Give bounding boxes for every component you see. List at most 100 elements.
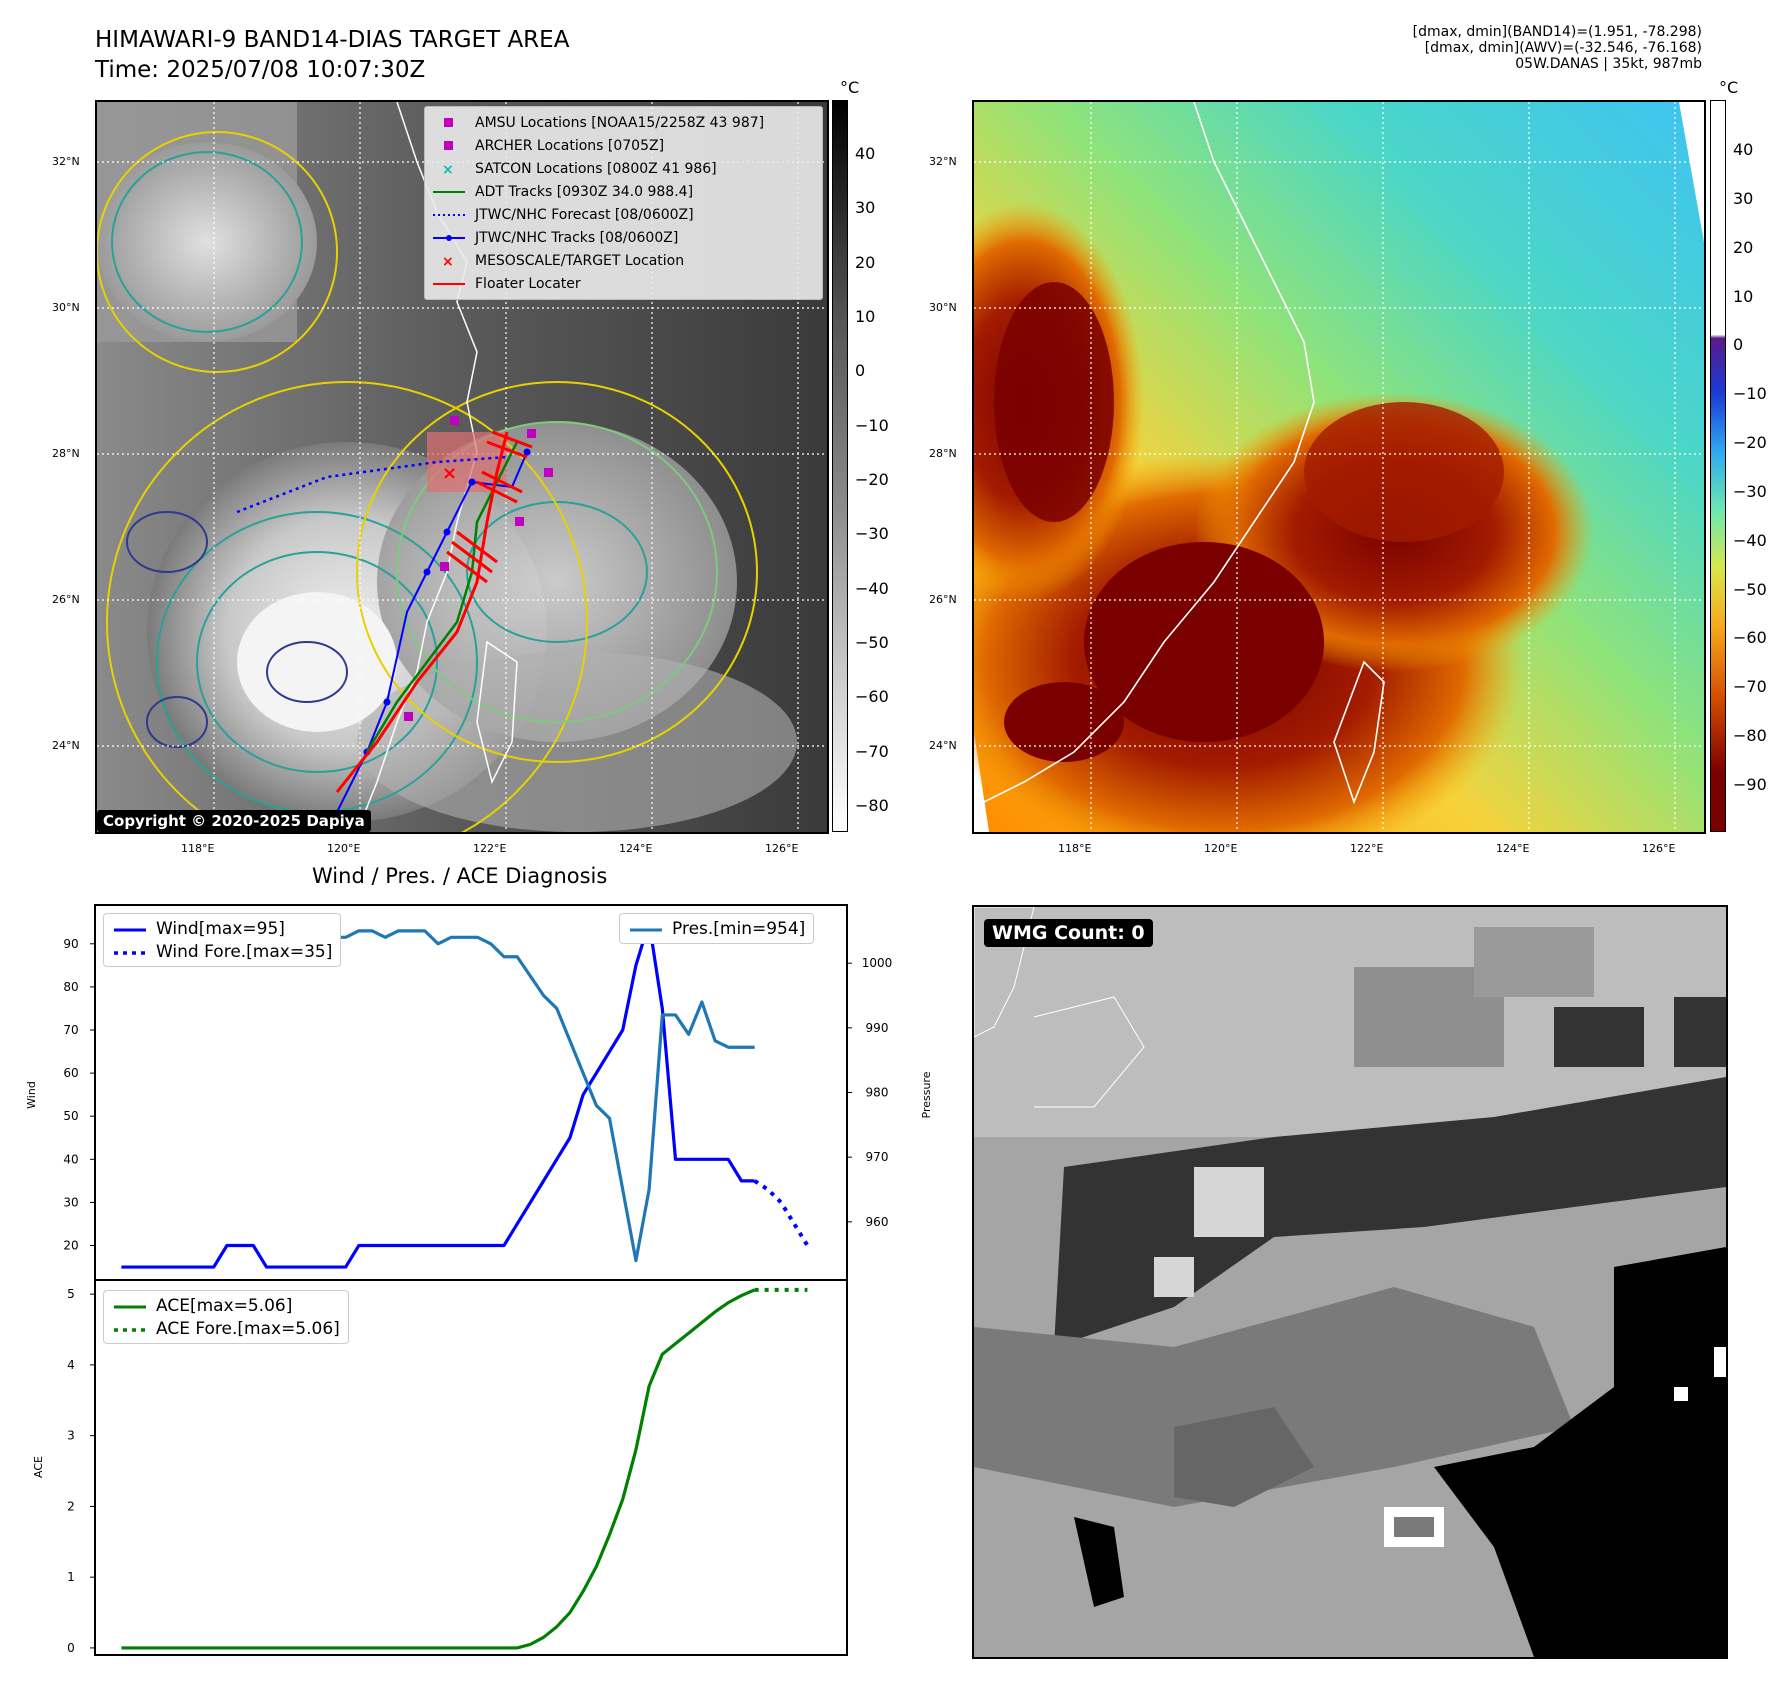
wind-ytick-label: 70: [63, 1023, 78, 1037]
lon-label-126: 126°E: [765, 842, 799, 855]
ace-legend: ACE[max=5.06] ACE Fore.[max=5.06]: [103, 1290, 349, 1344]
colorbar-left-tick: −40: [855, 578, 889, 598]
svg-text:×: ×: [442, 463, 457, 484]
ir-legend-label: Floater Locater: [475, 275, 581, 292]
colorbar-right-tick: −40: [1733, 530, 1767, 550]
awv-lon-label-124: 124°E: [1496, 842, 1530, 855]
ace-ytick-label: 4: [67, 1358, 75, 1372]
ir-legend-item: × SATCON Locations [0800Z 41 986]: [431, 157, 816, 180]
pressure-ytick-label: 970: [866, 1150, 889, 1164]
ace-axes-frame: [94, 1279, 848, 1656]
colorbar-right-tick: −90: [1733, 775, 1767, 794]
awv-map-panel: [972, 100, 1706, 834]
legend-symbol-icon: [431, 277, 467, 291]
colorbar-left-tick: 0: [855, 361, 866, 381]
colorbar-right-tick: −20: [1733, 433, 1767, 453]
ace-ytick-label: 3: [67, 1429, 75, 1443]
legend-symbol-icon: [431, 139, 467, 153]
colorbar-left-unit: °C: [840, 78, 860, 97]
ir-legend-label: ARCHER Locations [0705Z]: [475, 137, 665, 154]
ir-legend-label: JTWC/NHC Tracks [08/0600Z]: [475, 229, 679, 246]
lat-label-24: 24°N: [52, 739, 80, 752]
wind-forecast-legend-label: Wind Fore.[max=35]: [156, 941, 333, 962]
ir-legend-item: × MESOSCALE/TARGET Location: [431, 249, 816, 272]
wind-ytick-label: 50: [63, 1109, 78, 1123]
lat-label-26: 26°N: [52, 593, 80, 606]
ace-axis-label: ACE: [32, 1456, 45, 1478]
pressure-ytick-label: 960: [866, 1215, 889, 1229]
colorbar-right-tick: 40: [1733, 140, 1754, 159]
colorbar-left-tick: −20: [855, 470, 889, 489]
ace-series-line: [121, 1288, 756, 1650]
lon-label-118: 118°E: [181, 842, 215, 855]
colorbar-left-tick: 20: [855, 252, 876, 272]
awv-lat-label-28: 28°N: [929, 447, 957, 460]
wind-axis-label: Wind: [25, 1081, 38, 1109]
lon-label-124: 124°E: [619, 842, 653, 855]
colorbar-left-tick: −70: [855, 741, 889, 761]
legend-symbol-icon: ×: [431, 254, 467, 270]
legend-symbol-icon: [431, 208, 467, 222]
pressure-legend: Pres.[min=954]: [619, 913, 815, 944]
colorbar-left-tick: −10: [855, 415, 889, 435]
colorbar-left-tick: −60: [855, 687, 889, 707]
colorbar-right-tick: −60: [1733, 628, 1767, 648]
awv-lon-label-118: 118°E: [1058, 842, 1092, 855]
wind-ytick-label: 90: [63, 937, 78, 951]
awv-lon-label-126: 126°E: [1642, 842, 1676, 855]
wmg-panel: WMG Count: 0: [972, 905, 1728, 1659]
svg-text:×: ×: [442, 254, 454, 268]
colorbar-right-tick: −80: [1733, 726, 1767, 746]
lat-label-28: 28°N: [52, 447, 80, 460]
ir-legend-label: JTWC/NHC Forecast [08/0600Z]: [475, 206, 694, 223]
lon-label-122: 122°E: [473, 842, 507, 855]
ir-legend-label: SATCON Locations [0800Z 41 986]: [475, 160, 717, 177]
pressure-series-line: [121, 922, 755, 1263]
awv-map-image: [974, 102, 1704, 832]
colorbar-left-tick: −80: [855, 796, 889, 815]
wind-legend-label: Wind[max=95]: [156, 918, 285, 939]
ir-legend-label: AMSU Locations [NOAA15/2258Z 43 987]: [475, 114, 765, 131]
wind-ytick-label: 30: [63, 1195, 78, 1209]
awv-lat-label-32: 32°N: [929, 155, 957, 168]
wind-ytick-label: 20: [63, 1239, 78, 1253]
ace-ytick-label: 2: [67, 1499, 75, 1513]
ace-ytick-label: 5: [67, 1287, 75, 1301]
diagnosis-chart: Wind Pressure ACE 2030405060708090960970…: [25, 904, 930, 1656]
copyright-badge: Copyright © 2020-2025 Dapiya: [97, 810, 371, 832]
lat-label-30: 30°N: [52, 301, 80, 314]
wmg-image: [974, 907, 1726, 1657]
colorbar-right-tick: 10: [1733, 286, 1754, 306]
wind-ytick-label: 80: [63, 980, 78, 994]
colorbar-left-tick: 10: [855, 307, 876, 326]
colorbar-right-tick: −10: [1733, 384, 1767, 404]
colorbar-left-tick: −50: [855, 633, 889, 652]
legend-symbol-icon: [431, 185, 467, 199]
chart-subtitle-time: Time: 2025/07/08 10:07:30Z: [95, 57, 426, 83]
awv-lon-label-120: 120°E: [1204, 842, 1238, 855]
ir-map-legend: AMSU Locations [NOAA15/2258Z 43 987] ARCH…: [424, 106, 823, 300]
lat-label-32: 32°N: [52, 155, 80, 168]
info-band14: [dmax, dmin](BAND14)=(1.951, -78.298): [1412, 24, 1702, 40]
ace-forecast-legend-label: ACE Fore.[max=5.06]: [156, 1318, 340, 1339]
info-storm: 05W.DANAS | 35kt, 987mb: [1515, 56, 1702, 72]
ace-legend-label: ACE[max=5.06]: [156, 1295, 293, 1316]
colorbar-right-tick: −70: [1733, 677, 1767, 697]
awv-lat-label-30: 30°N: [929, 301, 957, 314]
colorbar-right-tick: 30: [1733, 188, 1754, 208]
ir-legend-item: AMSU Locations [NOAA15/2258Z 43 987]: [431, 111, 816, 134]
legend-symbol-icon: [431, 116, 467, 130]
colorbar-right-tick: 20: [1733, 237, 1754, 257]
ace-ytick-label: 1: [67, 1570, 75, 1584]
wind-series-line: [121, 920, 755, 1269]
diagnosis-title: Wind / Pres. / ACE Diagnosis: [312, 864, 608, 888]
awv-lat-label-24: 24°N: [929, 739, 957, 752]
colorbar-right-unit: °C: [1719, 78, 1739, 97]
info-block: [dmax, dmin](BAND14)=(1.951, -78.298) [d…: [1413, 24, 1702, 72]
ir-legend-item: ARCHER Locations [0705Z]: [431, 134, 816, 157]
colorbar-left: [832, 100, 848, 832]
pressure-ytick-label: 990: [866, 1021, 889, 1035]
ir-legend-item: ADT Tracks [0930Z 34.0 988.4]: [431, 180, 816, 203]
ir-map-panel: × AMSU Locations [NOAA15/2258Z 43 987] AR…: [95, 100, 829, 834]
pressure-ytick-label: 980: [866, 1086, 889, 1100]
